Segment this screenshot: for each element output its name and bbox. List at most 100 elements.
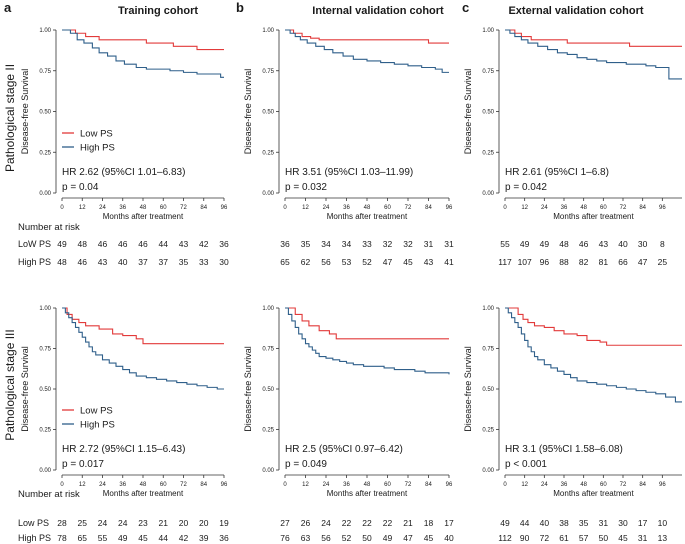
high-ps-curve [285, 307, 450, 375]
risk-count-high: 40 [444, 533, 454, 543]
y-tick-label: 0.75 [262, 347, 274, 353]
risk-count-low: 46 [579, 239, 589, 249]
risk-count-low: 27 [280, 518, 290, 528]
y-tick-label: 0.00 [262, 191, 274, 197]
risk-row-label-low-bottom: Low PS [18, 518, 49, 528]
risk-count-high: 45 [618, 533, 628, 543]
risk-count-low: 17 [638, 518, 648, 528]
risk-count-low: 21 [403, 518, 413, 528]
risk-count-low: 49 [520, 239, 530, 249]
panel-letter-c: c [462, 0, 469, 15]
y-tick-label: 0.25 [482, 150, 494, 156]
x-tick-label: 60 [160, 205, 167, 211]
risk-count-high: 42 [179, 533, 189, 543]
risk-count-high: 112 [498, 533, 512, 543]
x-tick-label: 48 [364, 205, 371, 211]
x-tick-label: 84 [425, 482, 432, 488]
risk-count-low: 34 [321, 239, 331, 249]
risk-count-high: 45 [403, 257, 413, 267]
risk-count-low: 20 [179, 518, 189, 528]
risk-count-high: 48 [57, 257, 67, 267]
risk-count-low: 44 [159, 239, 169, 249]
x-tick-label: 36 [343, 482, 350, 488]
risk-count-high: 47 [383, 257, 393, 267]
risk-count-low: 55 [500, 239, 510, 249]
risk-count-low: 22 [342, 518, 352, 528]
x-tick-label: 24 [323, 482, 330, 488]
risk-count-high: 45 [138, 533, 148, 543]
y-tick-label: 1.00 [482, 28, 494, 34]
risk-count-high: 52 [362, 257, 372, 267]
risk-count-low: 31 [444, 239, 454, 249]
risk-count-high: 55 [98, 533, 108, 543]
risk-count-low: 36 [219, 239, 229, 249]
y-tick-label: 0.75 [39, 69, 51, 75]
panel-letter-a: a [4, 0, 12, 15]
legend-label: Low PS [80, 406, 113, 417]
x-tick-label: 12 [302, 205, 309, 211]
risk-count-low: 33 [362, 239, 372, 249]
risk-count-high: 35 [179, 257, 189, 267]
risk-count-low: 21 [159, 518, 169, 528]
risk-count-low: 22 [362, 518, 372, 528]
y-axis-label: Disease-free Survival [243, 69, 253, 155]
y-tick-label: 0.25 [262, 428, 274, 434]
x-tick-label: 12 [79, 205, 86, 211]
x-tick-label: 24 [541, 482, 548, 488]
risk-count-high: 62 [301, 257, 311, 267]
x-tick-label: 72 [620, 205, 627, 211]
risk-count-low: 42 [199, 239, 209, 249]
legend-label: High PS [80, 420, 115, 431]
risk-count-low: 24 [98, 518, 108, 528]
risk-count-high: 56 [321, 257, 331, 267]
risk-count-high: 37 [138, 257, 148, 267]
low-ps-curve [285, 29, 449, 44]
risk-count-high: 96 [540, 257, 550, 267]
y-tick-label: 0.75 [482, 69, 494, 75]
x-tick-label: 0 [60, 482, 64, 488]
y-tick-label: 0.75 [482, 347, 494, 353]
risk-count-low: 36 [280, 239, 290, 249]
x-tick-label: 96 [446, 482, 453, 488]
y-tick-label: 0.25 [262, 150, 274, 156]
risk-count-low: 30 [618, 518, 628, 528]
risk-count-low: 34 [342, 239, 352, 249]
x-tick-label: 36 [119, 205, 126, 211]
legend-label: High PS [80, 143, 115, 154]
risk-count-high: 66 [618, 257, 628, 267]
x-tick-label: 36 [119, 482, 126, 488]
risk-count-high: 47 [638, 257, 648, 267]
high-ps-curve [505, 29, 682, 80]
risk-count-high: 41 [444, 257, 454, 267]
risk-count-low: 49 [500, 518, 510, 528]
x-tick-label: 84 [639, 482, 646, 488]
risk-count-high: 43 [98, 257, 108, 267]
risk-count-high: 25 [658, 257, 668, 267]
risk-count-high: 107 [518, 257, 532, 267]
x-tick-label: 60 [384, 205, 391, 211]
km-panel-b-top: 0 12 24 36 48 60 72 84 96 0.00 0.25 0.50 0.75 1.00 Mon… [243, 28, 454, 267]
risk-count-low: 24 [118, 518, 128, 528]
low-ps-curve [62, 29, 224, 51]
y-tick-label: 0.00 [39, 468, 51, 474]
x-tick-label: 72 [620, 482, 627, 488]
risk-count-high: 56 [321, 533, 331, 543]
risk-count-high: 90 [520, 533, 530, 543]
high-ps-curve [505, 307, 682, 403]
y-tick-label: 1.00 [482, 306, 494, 312]
low-ps-curve [62, 307, 224, 345]
risk-count-high: 33 [199, 257, 209, 267]
column-title-training: Training cohort [118, 5, 198, 17]
km-panel-b-bottom: 0 12 24 36 48 60 72 84 96 0.00 0.25 0.50 0.75 1.00 Mon… [243, 306, 454, 543]
risk-count-high: 78 [57, 533, 67, 543]
y-tick-label: 0.00 [262, 468, 274, 474]
column-title-external: External validation cohort [508, 5, 643, 17]
risk-count-low: 46 [98, 239, 108, 249]
x-tick-label: 12 [521, 205, 528, 211]
row-title-stage-iii: Pathological stage III [3, 329, 17, 440]
risk-count-low: 31 [599, 518, 609, 528]
risk-count-low: 40 [540, 518, 550, 528]
hazard-ratio-text: HR 2.62 (95%CI 1.01–6.83) [62, 167, 185, 178]
risk-count-high: 31 [638, 533, 648, 543]
y-tick-label: 1.00 [262, 28, 274, 34]
